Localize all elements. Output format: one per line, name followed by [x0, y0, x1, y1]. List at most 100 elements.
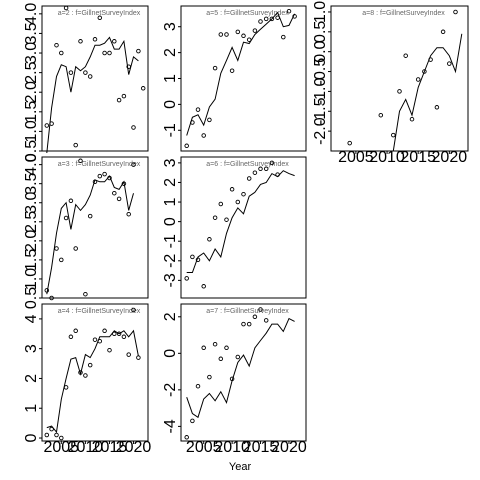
observed-point — [403, 53, 408, 58]
panel-frame — [41, 303, 149, 442]
y-tick-label: 1.5 — [23, 101, 40, 123]
observed-point — [263, 318, 269, 323]
observed-point — [116, 331, 122, 337]
panel-label: a=7 : f=GillnetSurveyIndex — [206, 308, 289, 315]
observed-point — [422, 69, 427, 74]
y-tick-label: 2 — [23, 374, 40, 383]
observed-point — [447, 61, 452, 66]
observed-point — [184, 435, 189, 440]
x-tick-label: 2015 — [92, 439, 128, 456]
observed-point — [131, 125, 136, 130]
y-tick-label: 0 — [162, 349, 179, 358]
y-tick-label: 3 — [23, 344, 40, 353]
y-tick-label: 2.0 — [23, 81, 40, 103]
observed-point — [49, 121, 54, 126]
observed-point — [347, 140, 352, 146]
panel-7: a=8 : f=GillnetSurveyIndex -2.0-1.5-1.0-0… — [312, 1, 469, 166]
observed-point — [246, 37, 252, 42]
y-tick-label: -2 — [162, 383, 179, 397]
observed-point — [229, 187, 235, 192]
y-tick-label: 2 — [162, 178, 179, 187]
observed-point — [44, 432, 50, 438]
observed-point — [241, 191, 246, 197]
panel-4: a=5 : f=GillnetSurveyIndex -1 0 1 2 3 — [162, 5, 307, 152]
observed-point — [63, 385, 69, 390]
y-tick-label: -2.0 — [312, 117, 329, 145]
y-tick-label: 3.5 — [23, 172, 40, 194]
x-tick-label: 2005 — [43, 439, 79, 456]
observed-point — [59, 257, 64, 263]
y-tick-label: 3 — [162, 22, 179, 31]
observed-point — [229, 376, 235, 382]
fitted-line — [46, 329, 139, 434]
y-tick-label: 1.0 — [23, 268, 40, 290]
observed-point — [107, 175, 112, 181]
observed-point — [207, 117, 212, 123]
y-tick-label: 4.0 — [23, 153, 40, 175]
observed-point — [378, 112, 384, 118]
observed-point — [207, 374, 212, 380]
y-tick-label: 4.0 — [23, 3, 40, 25]
observed-point — [263, 166, 269, 172]
observed-point — [102, 171, 107, 177]
observed-point — [190, 120, 195, 125]
panel-grid: a=2 : f=GillnetSurveyIndex0.51.01.52.02.… — [23, 1, 469, 456]
x-tick-label: 2020 — [116, 439, 152, 456]
observed-point — [229, 68, 235, 73]
x-tick-label: 2010 — [68, 439, 104, 456]
observed-point — [97, 15, 103, 21]
observed-point — [49, 295, 54, 301]
fitted-line — [46, 36, 139, 154]
panel-5: a=6 : f=GillnetSurveyIndex -3 -2 -1 0 1 2 3 — [162, 156, 307, 299]
observed-point — [235, 29, 241, 35]
panel-6: a=7 : f=GillnetSurveyIndex -4 -2 0 2 20052010… — [162, 303, 307, 456]
observed-point — [68, 198, 74, 204]
observed-point — [78, 370, 83, 375]
observed-point — [54, 246, 59, 251]
x-tick-label: 2005 — [338, 149, 374, 166]
y-tick-label: -0.5 — [312, 58, 329, 86]
y-tick-label: 0.5 — [23, 140, 40, 162]
observed-point — [140, 86, 146, 91]
fitted-line — [186, 11, 296, 136]
observed-point — [112, 331, 117, 337]
observed-point — [83, 373, 88, 378]
panel-frame — [41, 5, 149, 152]
observed-point — [190, 254, 195, 260]
x-tick-label: 2010 — [214, 439, 250, 456]
observed-point — [102, 50, 107, 56]
observed-point — [286, 8, 292, 14]
observed-point — [126, 211, 131, 217]
observed-point — [440, 29, 446, 35]
fitted-line — [186, 170, 295, 273]
observed-point — [68, 334, 74, 340]
y-tick-label: -1.0 — [312, 78, 329, 106]
observed-point — [78, 158, 83, 164]
observed-point — [44, 123, 50, 128]
observed-point — [49, 426, 54, 432]
y-tick-label: 2 — [162, 312, 179, 321]
observed-point — [68, 70, 74, 75]
observed-point — [59, 50, 64, 56]
observed-point — [190, 418, 195, 424]
observed-point — [453, 9, 458, 15]
x-tick-label: 2015 — [400, 149, 436, 166]
y-tick-label: 1.0 — [312, 1, 329, 23]
observed-point — [92, 337, 98, 342]
observed-point — [224, 217, 229, 222]
observed-point — [269, 160, 275, 166]
observed-point — [292, 14, 297, 19]
observed-point — [391, 132, 396, 138]
observed-point — [241, 321, 246, 327]
y-tick-label: -1 — [162, 234, 179, 248]
observed-point — [184, 276, 189, 281]
observed-point — [83, 70, 88, 75]
panel-label: a=5 : f=GillnetSurveyIndex — [206, 10, 289, 17]
observed-point — [218, 201, 224, 207]
x-tick-label: 2015 — [243, 439, 279, 456]
y-tick-label: -4 — [162, 419, 179, 433]
observed-point — [97, 173, 103, 179]
y-tick-label: 3 — [162, 158, 179, 167]
observed-point — [136, 48, 141, 54]
